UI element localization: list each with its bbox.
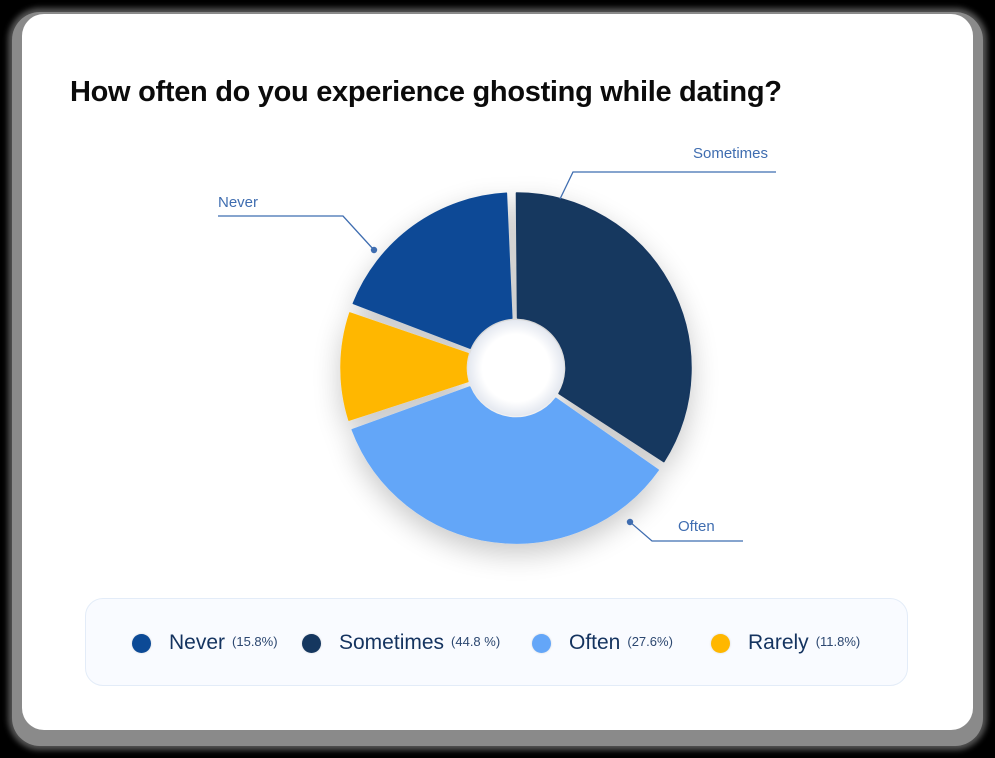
callout-label-often: Often xyxy=(678,518,715,535)
legend-item-sometimes[interactable]: Sometimes (44.8 %) xyxy=(302,599,500,687)
callout-line-often xyxy=(629,521,743,542)
legend-pct-sometimes: (44.8 %) xyxy=(451,633,501,649)
callout-lines xyxy=(218,171,776,542)
callout-label-sometimes: Sometimes xyxy=(693,145,769,162)
callout-line-never xyxy=(218,215,375,251)
slice-rarely[interactable] xyxy=(340,312,469,421)
legend-pct-rarely: (11.8%) xyxy=(815,633,861,649)
legend-label-rarely: Rarely xyxy=(748,631,809,654)
legend-dot-often-icon xyxy=(532,633,551,653)
callout-dot-never xyxy=(370,246,378,254)
legend-pct-never: (15.8%) xyxy=(232,633,278,649)
legend-item-often[interactable]: Often (27.6%) xyxy=(532,599,673,687)
legend-label-never: Never xyxy=(169,631,226,654)
legend-pct-often: (27.6%) xyxy=(627,633,673,649)
chart-title: How often do you experience ghosting whi… xyxy=(70,76,782,108)
slice-sometimes[interactable] xyxy=(515,192,692,463)
donut-slices xyxy=(340,192,692,544)
slice-never[interactable] xyxy=(352,192,513,349)
callout-label-never: Never xyxy=(218,194,259,211)
legend-item-rarely[interactable]: Rarely (11.8%) xyxy=(711,599,860,687)
chart-legend: Never (15.8%) Sometimes (44.8 %) Often (… xyxy=(85,598,908,686)
donut-hole xyxy=(468,320,564,416)
legend-dot-never-icon xyxy=(132,633,151,653)
legend-item-never[interactable]: Never (15.8%) xyxy=(132,599,278,687)
callout-line-sometimes xyxy=(559,171,776,200)
slice-often[interactable] xyxy=(351,386,659,544)
legend-label-sometimes: Sometimes xyxy=(339,631,445,654)
legend-dot-rarely-icon xyxy=(711,633,730,653)
legend-label-often: Often xyxy=(569,631,621,654)
legend-dot-sometimes-icon xyxy=(302,633,321,653)
callout-dot-often xyxy=(626,518,634,526)
